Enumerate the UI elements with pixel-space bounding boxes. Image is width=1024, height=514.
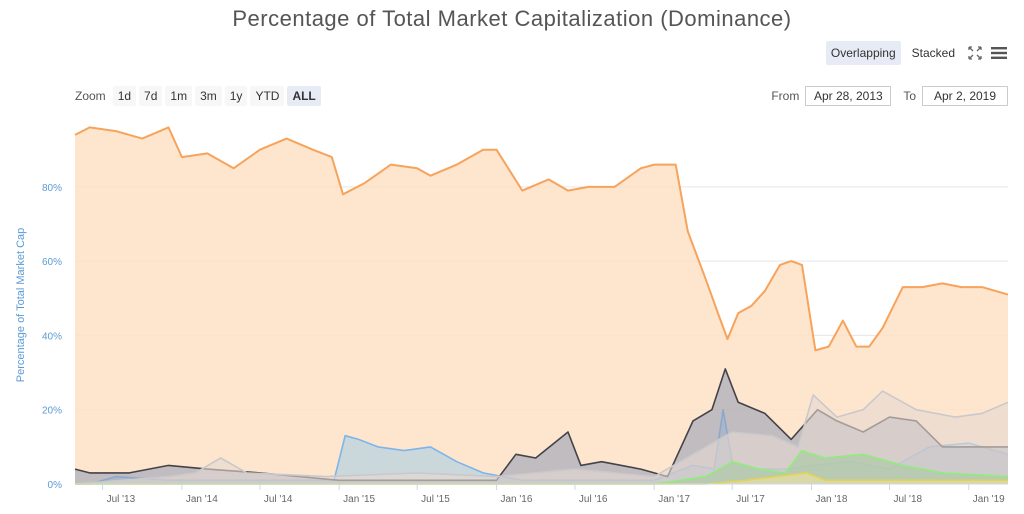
x-tick-label: Jan '15 — [343, 494, 375, 505]
y-tick-label: 40% — [42, 331, 62, 342]
zoom-selector: Zoom 1d 7d 1m 3m 1y YTD ALL — [75, 86, 321, 106]
date-range-selector: From Apr 28, 2013 To Apr 2, 2019 — [771, 86, 1008, 106]
to-label: To — [903, 89, 916, 103]
x-tick-label: Jul '16 — [579, 494, 608, 505]
series-area — [75, 391, 1008, 484]
view-mode-toggle: Overlapping Stacked — [825, 41, 1008, 65]
hamburger-glyph — [991, 47, 1007, 59]
to-date-input[interactable]: Apr 2, 2019 — [922, 86, 1008, 106]
x-tick-label: Jul '14 — [264, 494, 293, 505]
zoom-1m-button[interactable]: 1m — [165, 86, 193, 106]
x-tick-label: Jan '14 — [186, 494, 218, 505]
series-area — [75, 127, 1008, 485]
hamburger-menu-icon[interactable] — [990, 44, 1008, 62]
zoom-1d-button[interactable]: 1d — [112, 86, 137, 106]
chart-title: Percentage of Total Market Capitalizatio… — [232, 6, 792, 31]
series-area — [75, 450, 1008, 484]
y-tick-label: 80% — [42, 183, 62, 194]
x-tick-label: Jan '19 — [973, 494, 1005, 505]
series-line — [75, 449, 1009, 485]
expand-icon[interactable] — [966, 44, 984, 62]
x-tick-label: Jul '18 — [893, 494, 922, 505]
zoom-label: Zoom — [75, 89, 106, 103]
zoom-1y-button[interactable]: 1y — [224, 86, 248, 106]
x-tick-label: Jan '16 — [500, 494, 532, 505]
zoom-7d-button[interactable]: 7d — [139, 86, 163, 106]
zoom-3m-button[interactable]: 3m — [195, 86, 222, 106]
x-tick-label: Jan '17 — [658, 494, 690, 505]
series-line — [74, 390, 1009, 485]
series-line — [74, 126, 1009, 352]
x-tick-label: Jul '17 — [736, 494, 765, 505]
overlapping-button[interactable]: Overlapping — [825, 41, 901, 65]
expand-icon-glyph — [968, 46, 982, 60]
from-label: From — [771, 89, 800, 103]
y-tick-label: 20% — [42, 406, 62, 417]
x-tick-label: Jan '18 — [815, 494, 847, 505]
stacked-button[interactable]: Stacked — [911, 46, 955, 60]
x-tick-label: Jul '15 — [421, 494, 450, 505]
y-tick-label: 60% — [42, 257, 62, 268]
zoom-all-button[interactable]: ALL — [287, 86, 321, 106]
x-tick-label: Jul '13 — [107, 494, 136, 505]
from-date-input[interactable]: Apr 28, 2013 — [805, 86, 892, 106]
y-tick-label: 0% — [48, 480, 63, 491]
series-area — [75, 472, 1008, 484]
zoom-ytd-button[interactable]: YTD — [250, 86, 285, 106]
